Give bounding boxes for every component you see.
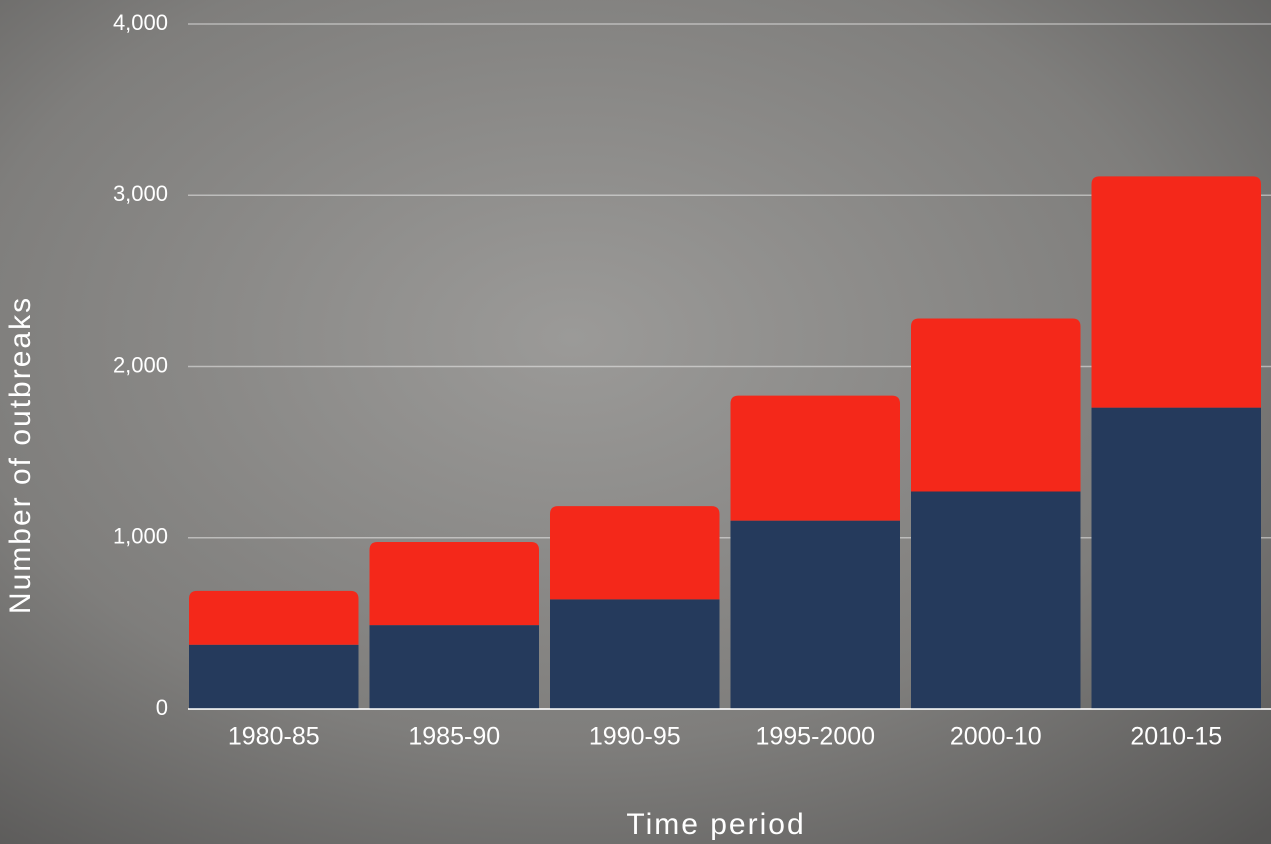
x-tick-label: 1980-85 <box>228 723 320 751</box>
page: Time period Number of outbreaks 0 1,000 2,… <box>0 0 1271 844</box>
x-axis-title: Time period <box>626 808 805 841</box>
y-tick-label: 0 <box>156 695 168 720</box>
bar-segment <box>370 542 540 625</box>
bar-segment <box>731 521 901 709</box>
y-tick-label: 1,000 <box>113 524 168 549</box>
y-tick-label: 2,000 <box>113 352 168 377</box>
x-tick-label: 2010-15 <box>1130 723 1222 751</box>
bar-segment <box>550 506 720 599</box>
bar-segment <box>911 492 1081 709</box>
y-tick-label: 3,000 <box>113 181 168 206</box>
x-tick-label: 1995-2000 <box>755 723 875 751</box>
x-tick-label: 1990-95 <box>589 723 681 751</box>
y-axis-title: Number of outbreaks <box>4 296 37 614</box>
bar-segment <box>550 599 720 709</box>
bar-segment <box>731 396 901 521</box>
bar-segment <box>1092 176 1262 407</box>
bar-segment <box>911 319 1081 492</box>
x-tick-label: 1985-90 <box>408 723 500 751</box>
bar-segment <box>189 645 359 709</box>
bar-segment <box>189 591 359 645</box>
chart: Time period Number of outbreaks 0 1,000 2,… <box>0 0 1271 844</box>
bar-segment <box>370 625 540 709</box>
bar-segment <box>1092 408 1262 709</box>
x-tick-label: 2000-10 <box>950 723 1042 751</box>
y-tick-label: 4,000 <box>113 10 168 35</box>
